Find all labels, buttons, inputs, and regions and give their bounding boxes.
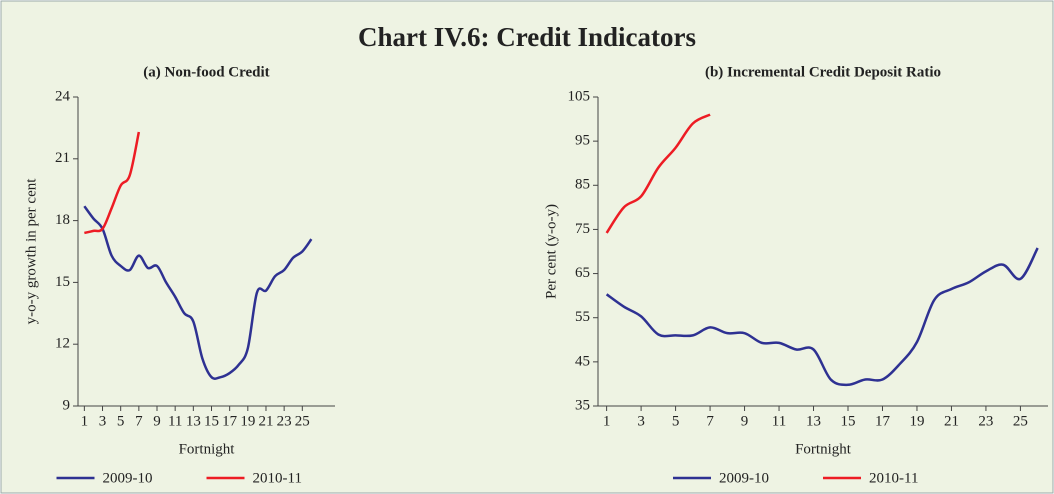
y-tick-label: 105 — [568, 88, 591, 104]
x-tick-label: 1 — [81, 413, 89, 429]
y-tick-label: 75 — [575, 221, 590, 237]
y-axis-label: y-o-y growth in per cent — [23, 178, 39, 325]
x-tick-label: 11 — [168, 413, 182, 429]
x-tick-label: 3 — [637, 413, 645, 429]
y-tick-label: 35 — [575, 397, 590, 413]
y-tick-label: 21 — [55, 150, 70, 166]
legend-label: 2010-11 — [253, 470, 302, 486]
legend-label: 2010-11 — [869, 470, 918, 486]
x-tick-label: 23 — [277, 413, 292, 429]
x-tick-label: 17 — [222, 413, 238, 429]
x-tick-label: 5 — [117, 413, 125, 429]
x-tick-label: 25 — [295, 413, 310, 429]
data-line — [605, 113, 711, 234]
data-line — [83, 205, 313, 380]
subplot-title: (a) Non-food Credit — [143, 64, 269, 80]
x-tick-label: 5 — [672, 413, 680, 429]
x-tick-label: 19 — [909, 413, 924, 429]
x-tick-label: 25 — [1013, 413, 1028, 429]
data-line — [605, 247, 1039, 387]
x-tick-label: 21 — [944, 413, 959, 429]
y-tick-label: 55 — [575, 309, 590, 325]
x-tick-label: 1 — [603, 413, 611, 429]
x-tick-label: 13 — [186, 413, 201, 429]
x-tick-label: 17 — [875, 413, 891, 429]
x-tick-label: 3 — [99, 413, 107, 429]
x-tick-label: 21 — [258, 413, 273, 429]
y-tick-label: 12 — [55, 336, 70, 352]
y-tick-label: 15 — [55, 274, 70, 290]
data-line — [84, 131, 141, 235]
x-tick-label: 7 — [135, 413, 143, 429]
subplot-title: (b) Incremental Credit Deposit Ratio — [705, 64, 941, 80]
y-tick-label: 85 — [575, 177, 590, 193]
x-axis-label: Fortnight — [795, 441, 852, 457]
x-tick-label: 15 — [204, 413, 219, 429]
legend-label: 2009-10 — [103, 470, 153, 486]
y-tick-label: 24 — [55, 88, 71, 104]
y-tick-label: 95 — [575, 133, 590, 149]
x-tick-label: 11 — [772, 413, 786, 429]
y-tick-label: 45 — [575, 353, 590, 369]
x-tick-label: 19 — [240, 413, 255, 429]
chart-title: Chart IV.6: Credit Indicators — [358, 22, 696, 52]
y-tick-label: 9 — [63, 397, 71, 413]
y-tick-label: 65 — [575, 265, 590, 281]
x-tick-label: 9 — [153, 413, 161, 429]
x-tick-label: 7 — [706, 413, 714, 429]
x-axis-label: Fortnight — [179, 441, 236, 457]
x-tick-label: 23 — [978, 413, 993, 429]
x-tick-label: 9 — [741, 413, 749, 429]
y-tick-label: 18 — [55, 212, 70, 228]
x-tick-label: 13 — [806, 413, 821, 429]
legend-label: 2009-10 — [719, 470, 769, 486]
y-axis-label: Per cent (y-o-y) — [543, 204, 559, 299]
x-tick-label: 15 — [841, 413, 856, 429]
